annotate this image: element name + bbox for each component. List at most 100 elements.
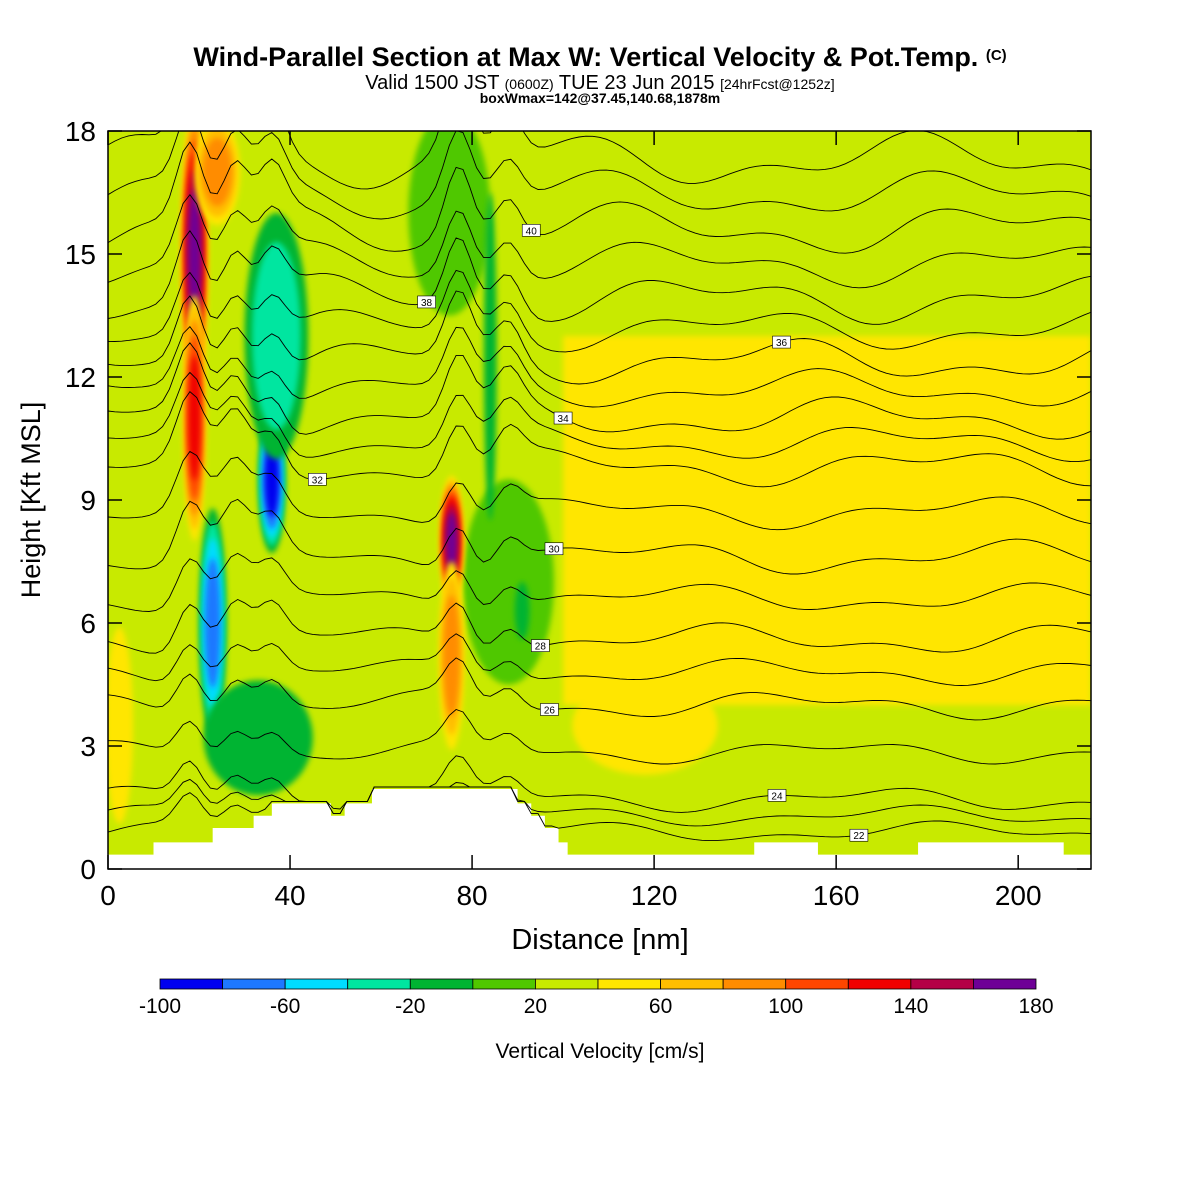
theta-contour-36 bbox=[108, 290, 1091, 385]
velocity-cell-8-level-6 bbox=[446, 512, 457, 570]
theta-contour-minor-6 bbox=[108, 326, 1091, 408]
contour-label-box bbox=[540, 703, 559, 716]
plot-area: 22 24 26 28 30 32 34 36 38 40 42 bbox=[108, 115, 1091, 869]
theta-contour-38 bbox=[108, 230, 1091, 325]
contour-label-box bbox=[521, 224, 541, 237]
velocity-cell-10-level-4 bbox=[264, 441, 279, 518]
colorbar: -100 -60 -20 20 60 100 140 180 bbox=[139, 978, 1054, 1018]
contour-label-box bbox=[849, 828, 869, 842]
x-axis-label: Distance [nm] bbox=[511, 924, 688, 956]
colorbar-swatch bbox=[222, 978, 286, 990]
colorbar-tick-label: -100 bbox=[139, 995, 181, 1018]
y-tick-label: 6 bbox=[80, 608, 96, 639]
velocity-cell-11-level-3 bbox=[204, 558, 221, 688]
theta-contour-minor-7 bbox=[108, 269, 1091, 353]
theta-contour-minor-0 bbox=[108, 778, 1091, 827]
x-tick-label: 40 bbox=[274, 880, 305, 911]
y-tick-label: 3 bbox=[80, 731, 96, 762]
colorbar-tick-label: 140 bbox=[893, 995, 928, 1018]
y-tick-label: 18 bbox=[65, 116, 96, 147]
y-tick-label: 15 bbox=[65, 239, 96, 270]
contour-label-text: 28 bbox=[535, 642, 547, 653]
contour-label-36: 36 bbox=[772, 335, 791, 349]
theta-contour-34 bbox=[108, 342, 1091, 440]
x-tick-label: 0 bbox=[100, 880, 116, 911]
colorbar-tick-label: 100 bbox=[768, 995, 803, 1018]
x-tick-label: 120 bbox=[631, 880, 678, 911]
contour-label-box bbox=[772, 335, 791, 349]
colorbar-swatch bbox=[910, 978, 974, 990]
velocity-cell-7-level-2 bbox=[202, 137, 232, 207]
velocity-cell-9-level-2 bbox=[443, 595, 460, 717]
contour-label-text: 36 bbox=[776, 338, 788, 349]
contour-label-box bbox=[544, 542, 564, 556]
contour-label-box bbox=[308, 473, 327, 486]
chart-title: Wind-Parallel Section at Max W: Vertical… bbox=[0, 42, 1200, 73]
theta-contour-24 bbox=[108, 755, 1091, 813]
contour-label-26: 26 bbox=[540, 703, 559, 716]
valid-utc: (0600Z) bbox=[504, 76, 554, 92]
valid-date: TUE 23 Jun 2015 bbox=[558, 72, 715, 94]
theta-contour-26 bbox=[108, 657, 1091, 721]
velocity-cell-0-level-0 bbox=[108, 627, 134, 824]
colorbar-swatch bbox=[284, 978, 349, 990]
title-text: Wind-Parallel Section at Max W: Vertical… bbox=[193, 42, 979, 72]
theta-contour-minor-9 bbox=[108, 131, 1091, 220]
contour-label-box bbox=[417, 295, 436, 309]
contour-label-28: 28 bbox=[531, 639, 550, 653]
copyright-mark: (C) bbox=[985, 47, 1007, 64]
forecast-info: [24hrFcst@1252z] bbox=[720, 76, 835, 92]
colorbar-swatch bbox=[347, 978, 411, 990]
theta-contour-minor-8 bbox=[108, 193, 1091, 289]
x-tick-label: 160 bbox=[813, 880, 860, 911]
colorbar-swatch bbox=[409, 978, 474, 990]
theta-contour-minor-3 bbox=[108, 552, 1091, 612]
colorbar-tick-label: 180 bbox=[1018, 995, 1053, 1018]
contour-label-text: 42 bbox=[512, 117, 524, 128]
valid-main: Valid 1500 JST bbox=[365, 72, 500, 94]
velocity-cell-5-level-6 bbox=[188, 189, 201, 319]
theta-contour-minor-5 bbox=[108, 371, 1091, 463]
boxwmax-info: boxWmax=142@37.45,140.68,1878m bbox=[479, 90, 721, 106]
contour-label-text: 38 bbox=[421, 298, 433, 309]
theta-contours bbox=[108, 131, 1091, 842]
colorbar-swatch bbox=[722, 978, 787, 990]
y-tick-label: 12 bbox=[65, 362, 96, 393]
terrain-mask bbox=[108, 789, 1091, 869]
velocity-cell-1-level-0 bbox=[635, 516, 855, 648]
contour-label-box bbox=[767, 789, 787, 802]
velocity-cell-3-level-0 bbox=[408, 131, 491, 316]
light-updraft-region bbox=[563, 336, 1091, 705]
colorbar-swatch bbox=[535, 978, 599, 990]
x-tick-label: 80 bbox=[456, 880, 487, 911]
contour-label-22: 22 bbox=[849, 828, 869, 842]
colorbar-swatch bbox=[159, 978, 223, 990]
velocity-cell-6-level-4 bbox=[188, 355, 201, 481]
theta-contour-40 bbox=[108, 141, 1091, 254]
contour-label-24: 24 bbox=[767, 789, 787, 802]
colorbar-swatch bbox=[785, 978, 849, 990]
contour-label-text: 30 bbox=[548, 545, 560, 556]
velocity-cell-4-level-0 bbox=[462, 479, 554, 685]
contour-label-40: 40 bbox=[521, 224, 541, 237]
contour-label-32: 32 bbox=[308, 473, 327, 486]
contour-label-box bbox=[509, 115, 527, 127]
velocity-cell-2-level-0 bbox=[572, 676, 718, 775]
colorbar-swatch bbox=[847, 978, 912, 990]
y-tick-label: 9 bbox=[80, 485, 96, 516]
theta-contour-30 bbox=[108, 498, 1091, 575]
colorbar-swatch bbox=[472, 978, 536, 990]
colorbar-tick-label: 60 bbox=[649, 995, 672, 1018]
y-tick-label: 0 bbox=[80, 854, 96, 885]
y-axis-label: Height [Kft MSL] bbox=[16, 402, 46, 599]
theta-contour-28 bbox=[108, 598, 1091, 654]
theta-contour-22 bbox=[108, 786, 1091, 842]
theta-contour-minor-1 bbox=[108, 708, 1091, 765]
velocity-cell-15-level-0 bbox=[514, 582, 530, 640]
colorbar-tick-label: -20 bbox=[395, 995, 425, 1018]
contour-label-text: 32 bbox=[312, 475, 324, 486]
contour-label-text: 26 bbox=[544, 705, 556, 716]
colorbar-tick-label: 20 bbox=[524, 995, 547, 1018]
